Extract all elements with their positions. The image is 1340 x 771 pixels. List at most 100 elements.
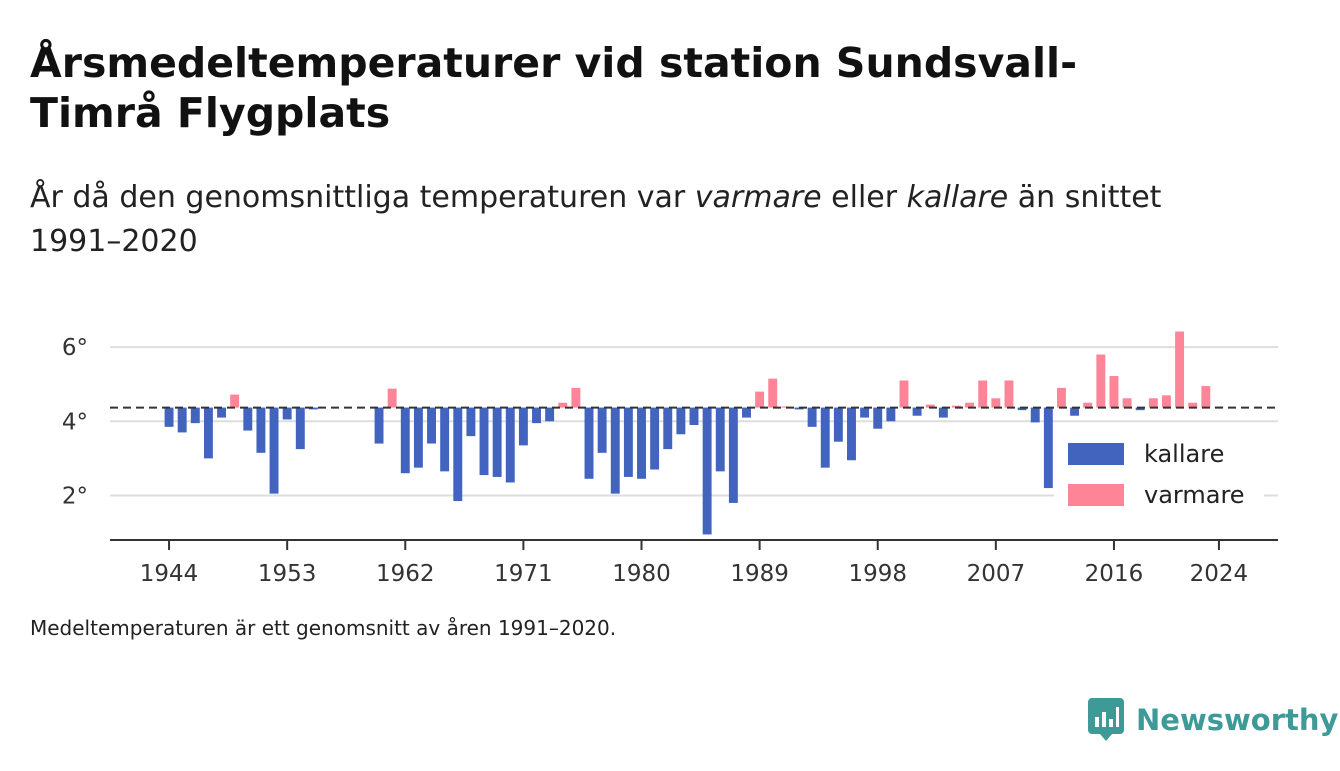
bar-2016 <box>1109 376 1119 408</box>
bar-2002 <box>925 404 935 408</box>
bar-1947 <box>203 407 213 459</box>
bar-1955 <box>308 407 318 410</box>
x-tick-label: 1944 <box>140 561 199 587</box>
bar-1991 <box>781 406 791 408</box>
bar-1965 <box>440 407 450 472</box>
bar-1982 <box>663 407 673 450</box>
bar-2005 <box>965 402 975 408</box>
bar-1949 <box>230 394 240 408</box>
y-tick-label: 4° <box>62 409 88 435</box>
bar-1951 <box>256 407 266 453</box>
bar-2010 <box>1030 407 1040 423</box>
subtitle-cold: kallare <box>906 180 1009 215</box>
bar-1979 <box>623 407 633 477</box>
newsworthy-logo-icon <box>1088 698 1124 741</box>
bar-1989 <box>755 391 765 408</box>
bar-1995 <box>833 407 843 442</box>
bar-1963 <box>413 407 423 468</box>
chart-title: Årsmedeltemperaturer vid station Sundsva… <box>30 39 1078 137</box>
bar-1980 <box>637 407 646 479</box>
bar-2014 <box>1083 402 1093 408</box>
bar-1964 <box>427 407 436 444</box>
bar-1974 <box>558 402 568 408</box>
bar-1970 <box>505 407 515 483</box>
bar-1960 <box>374 407 384 444</box>
bar-1973 <box>545 407 555 422</box>
bar-2003 <box>938 407 948 418</box>
bar-1983 <box>676 407 686 435</box>
bar-2001 <box>912 407 922 416</box>
bar-1996 <box>847 407 856 461</box>
footnote: Medeltemperaturen är ett genomsnitt av å… <box>30 616 617 640</box>
bar-1994 <box>820 407 830 468</box>
x-tick-label: 1980 <box>612 561 671 587</box>
bar-chart: 1944 1953 1962 1971 1980 1989 1998 2007 2016 2024… <box>62 331 1278 587</box>
bar-2000 <box>899 380 909 408</box>
subtitle-text-1: År då den genomsnittliga temperaturen va… <box>30 180 695 215</box>
bar-1966 <box>453 407 463 502</box>
bar-1954 <box>295 407 305 450</box>
bar-1986 <box>715 407 725 472</box>
bar-1990 <box>768 378 778 408</box>
brand-name: Newsworthy <box>1136 703 1339 737</box>
bar-2020 <box>1161 395 1171 408</box>
x-tick-label: 2016 <box>1085 561 1144 587</box>
bar-2019 <box>1148 398 1158 408</box>
subtitle-text-2: eller <box>821 180 907 215</box>
legend: kallare varmare <box>1054 427 1264 517</box>
x-tick-label: 1989 <box>730 561 789 587</box>
bar-1978 <box>610 407 620 494</box>
bar-1967 <box>466 407 476 437</box>
bars <box>164 331 1224 535</box>
brand: Newsworthy <box>1088 698 1338 742</box>
bar-2009 <box>1017 407 1027 411</box>
bar-1993 <box>807 407 817 427</box>
bar-2022 <box>1188 402 1198 408</box>
legend-label-varmare: varmare <box>1144 481 1245 509</box>
x-tick-label: 2024 <box>1190 561 1249 587</box>
bar-1988 <box>742 407 751 418</box>
bar-1945 <box>177 407 187 433</box>
x-tick-label: 1953 <box>258 561 317 587</box>
bar-1977 <box>597 407 607 453</box>
bar-1981 <box>650 407 660 470</box>
chart-subtitle: År då den genomsnittliga temperaturen va… <box>30 176 1230 264</box>
bar-1976 <box>584 407 594 479</box>
x-tick-label: 1998 <box>848 561 907 587</box>
x-tick-label: 2007 <box>967 561 1026 587</box>
legend-swatch-kallare <box>1068 443 1124 465</box>
x-axis-ticks: 1944 1953 1962 1971 1980 1989 1998 2007 2016 2024 <box>140 540 1248 587</box>
bar-2013 <box>1070 407 1080 416</box>
bar-1975 <box>571 387 581 408</box>
bar-1950 <box>243 407 253 431</box>
subtitle-text-3: än snittet 1991–2020 <box>30 180 1162 259</box>
bar-1999 <box>886 407 896 422</box>
bar-2006 <box>978 380 988 408</box>
x-tick-label: 1962 <box>376 561 435 587</box>
bar-2012 <box>1056 387 1066 408</box>
bar-2017 <box>1122 398 1132 408</box>
bar-1998 <box>873 407 883 429</box>
bar-1984 <box>689 407 699 425</box>
bar-1952 <box>269 407 279 494</box>
bar-1948 <box>217 407 227 418</box>
bar-1944 <box>164 407 174 427</box>
bar-1953 <box>282 407 292 420</box>
bar-2021 <box>1175 331 1185 408</box>
bar-1971 <box>518 407 528 446</box>
bar-1962 <box>400 407 410 474</box>
bar-1969 <box>492 407 502 477</box>
bar-1997 <box>860 407 870 418</box>
y-tick-label: 6° <box>62 335 88 361</box>
bar-1946 <box>190 407 200 424</box>
legend-swatch-varmare <box>1068 484 1124 506</box>
bar-2007 <box>991 398 1001 408</box>
y-tick-label: 2° <box>62 483 88 509</box>
bar-2011 <box>1043 407 1053 489</box>
bar-1968 <box>479 407 489 476</box>
bar-2018 <box>1135 407 1145 411</box>
bar-2023 <box>1201 386 1211 408</box>
bar-1992 <box>794 407 804 410</box>
bar-1985 <box>702 407 712 535</box>
bar-2008 <box>1004 380 1014 408</box>
